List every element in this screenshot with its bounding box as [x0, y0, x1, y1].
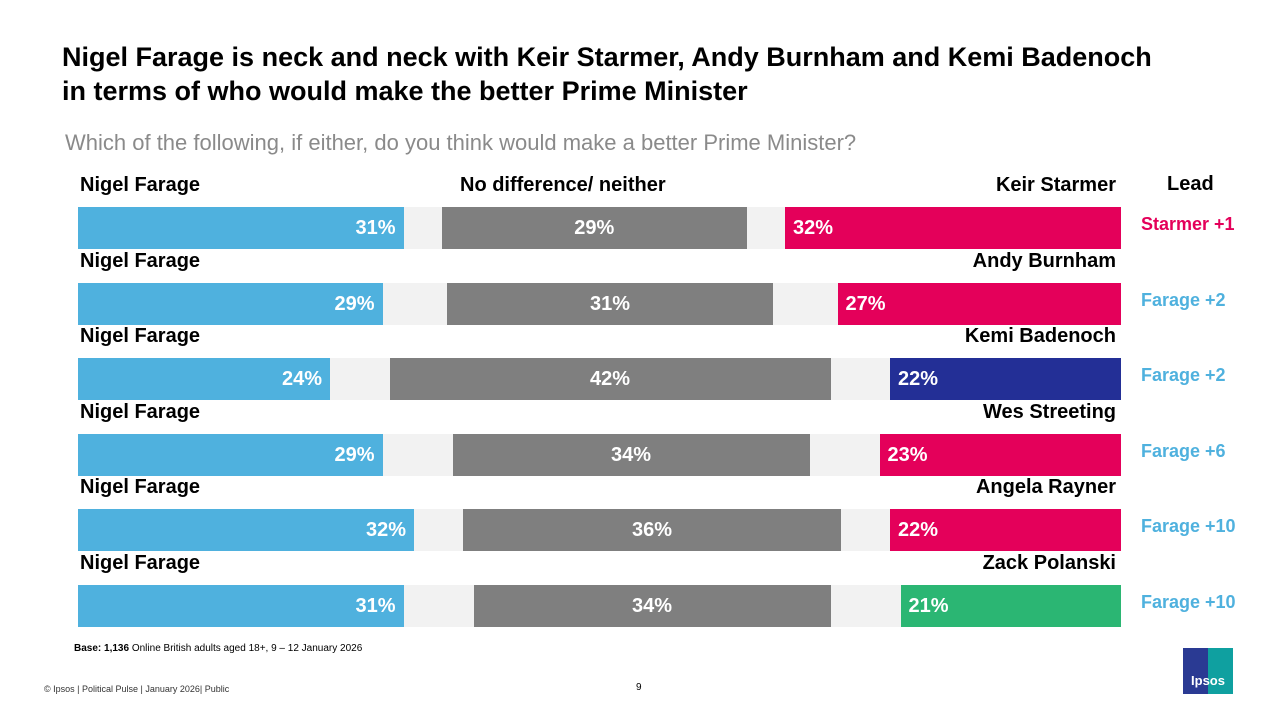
page-number: 9: [636, 682, 642, 693]
lead-value: Farage +10: [1141, 516, 1236, 537]
farage-bar: 31%: [78, 207, 404, 249]
logo-text: Ipsos: [1191, 673, 1225, 688]
left-candidate-label: Nigel Farage: [80, 476, 201, 499]
other-candidate-bar: 23%: [879, 433, 1121, 476]
lead-value: Farage +2: [1141, 289, 1226, 310]
other-candidate-bar: 27%: [837, 282, 1121, 325]
other-candidate-bar: 21%: [900, 585, 1121, 627]
left-candidate-label: Nigel Farage: [80, 400, 201, 423]
left-candidate-label: Nigel Farage: [80, 552, 201, 574]
right-candidate-label: Angela Rayner: [975, 476, 1116, 499]
left-candidate-label: Nigel Farage: [80, 325, 201, 348]
bar-row: 32% 36% 22%: [78, 509, 1121, 552]
base-count: 1,136: [104, 643, 130, 654]
other-candidate-bar: 22%: [890, 358, 1121, 401]
farage-bar: 24%: [78, 358, 330, 401]
slide-title: Nigel Farage is neck and neck with Keir …: [62, 42, 1152, 106]
header-lead: Lead: [1167, 173, 1214, 195]
bar-row: 29% 31% 27%: [78, 282, 1121, 325]
neither-bar: 42%: [389, 358, 831, 401]
right-candidate-label: Wes Streeting: [983, 400, 1116, 423]
farage-bar: 31%: [78, 585, 404, 627]
base-note: Base: 1,136 Online British adults aged 1…: [74, 643, 362, 654]
right-candidate-label: Andy Burnham: [972, 249, 1116, 272]
ipsos-logo: Ipsos: [1183, 648, 1233, 694]
right-candidate-label: Kemi Badenoch: [964, 325, 1116, 348]
question-subtitle: Which of the following, if either, do yo…: [65, 130, 857, 155]
lead-value: Starmer +1: [1141, 214, 1235, 234]
footer: © Ipsos | Political Pulse | January 2026…: [44, 684, 230, 694]
farage-bar: 29%: [78, 433, 383, 476]
lead-value: Farage +10: [1141, 592, 1236, 612]
left-candidate-label: Nigel Farage: [80, 249, 201, 272]
other-candidate-bar: 32%: [785, 207, 1121, 249]
neither-bar: 29%: [442, 207, 747, 249]
neither-bar: 36%: [463, 509, 841, 552]
farage-bar: 32%: [78, 509, 414, 552]
lead-value: Farage +6: [1141, 440, 1226, 461]
farage-bar: 29%: [78, 282, 383, 325]
bar-row: 24% 42% 22%: [78, 358, 1121, 401]
left-candidate-label: Nigel Farage: [80, 174, 201, 196]
bar-row: 31% 34% 21%: [78, 585, 1121, 627]
base-text: Online British adults aged 18+, 9 – 12 J…: [131, 643, 363, 654]
header-neither: No difference/ neither: [460, 174, 666, 196]
neither-bar: 34%: [452, 433, 810, 476]
bar-row: 29% 34% 23%: [78, 433, 1121, 476]
neither-bar: 34%: [473, 585, 831, 627]
base-label: Base:: [74, 643, 102, 654]
neither-bar: 31%: [447, 282, 773, 325]
lead-value: Farage +2: [1141, 365, 1226, 386]
right-candidate-label: Keir Starmer: [995, 174, 1116, 196]
bar-row: 31% 29% 32%: [78, 207, 1121, 249]
other-candidate-bar: 22%: [890, 509, 1121, 552]
right-candidate-label: Zack Polanski: [982, 552, 1116, 574]
